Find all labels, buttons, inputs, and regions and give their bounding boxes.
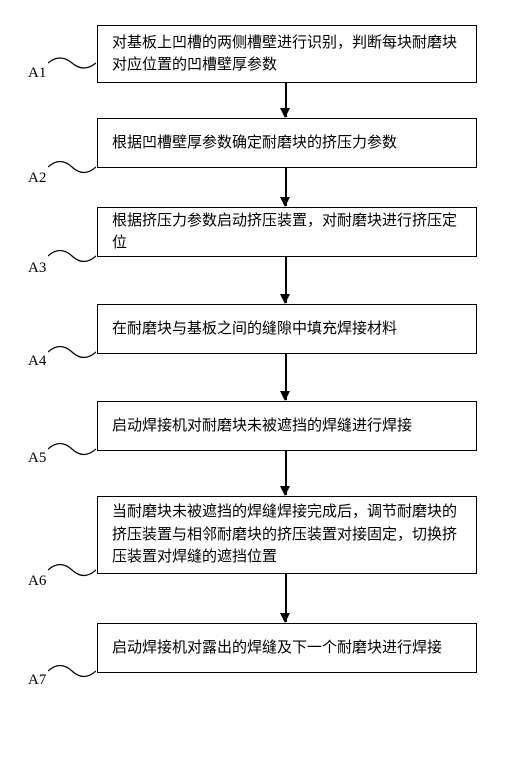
arrow-down: [285, 354, 287, 400]
step-label-text: A1: [28, 65, 46, 81]
step-label-text: A2: [28, 170, 46, 186]
label-connector: [48, 247, 96, 269]
step-box-A5: 启动焊接机对耐磨块未被遮挡的焊缝进行焊接: [97, 401, 477, 451]
step-text: 根据凹槽壁厚参数确定耐磨块的挤压力参数: [112, 132, 397, 155]
arrow-down: [285, 83, 287, 117]
step-label-A7: A7: [28, 672, 46, 689]
step-text: 启动焊接机对耐磨块未被遮挡的焊缝进行焊接: [112, 415, 412, 438]
step-label-A6: A6: [28, 573, 46, 590]
arrow-down: [285, 168, 287, 206]
step-label-text: A6: [28, 573, 46, 589]
step-box-A1: 对基板上凹槽的两侧槽壁进行识别，判断每块耐磨块对应位置的凹槽壁厚参数: [97, 25, 477, 83]
label-connector: [48, 343, 96, 365]
step-label-A3: A3: [28, 260, 46, 277]
arrow-down: [285, 257, 287, 303]
step-label-A1: A1: [28, 65, 46, 82]
step-box-A6: 当耐磨块未被遮挡的焊缝焊接完成后，调节耐磨块的挤压装置与相邻耐磨块的挤压装置对接…: [97, 496, 477, 574]
step-box-A3: 根据挤压力参数启动挤压装置，对耐磨块进行挤压定位: [97, 207, 477, 257]
label-connector: [48, 158, 96, 180]
step-box-A4: 在耐磨块与基板之间的缝隙中填充焊接材料: [97, 304, 477, 354]
step-label-text: A4: [28, 353, 46, 369]
step-text: 当耐磨块未被遮挡的焊缝焊接完成后，调节耐磨块的挤压装置与相邻耐磨块的挤压装置对接…: [112, 501, 462, 569]
step-text: 启动焊接机对露出的焊缝及下一个耐磨块进行焊接: [112, 637, 442, 660]
label-connector: [48, 55, 96, 75]
step-box-A7: 启动焊接机对露出的焊缝及下一个耐磨块进行焊接: [97, 623, 477, 673]
label-connector: [48, 440, 96, 462]
step-label-A5: A5: [28, 450, 46, 467]
label-connector: [48, 561, 96, 583]
step-text: 在耐磨块与基板之间的缝隙中填充焊接材料: [112, 318, 397, 341]
step-label-text: A3: [28, 260, 46, 276]
step-label-A4: A4: [28, 353, 46, 370]
step-text: 对基板上凹槽的两侧槽壁进行识别，判断每块耐磨块对应位置的凹槽壁厚参数: [112, 32, 462, 77]
step-label-text: A5: [28, 450, 46, 466]
label-connector: [48, 662, 96, 684]
arrow-down: [285, 574, 287, 622]
step-text: 根据挤压力参数启动挤压装置，对耐磨块进行挤压定位: [112, 210, 462, 255]
step-label-A2: A2: [28, 170, 46, 187]
step-box-A2: 根据凹槽壁厚参数确定耐磨块的挤压力参数: [97, 118, 477, 168]
step-label-text: A7: [28, 672, 46, 688]
arrow-down: [285, 451, 287, 495]
